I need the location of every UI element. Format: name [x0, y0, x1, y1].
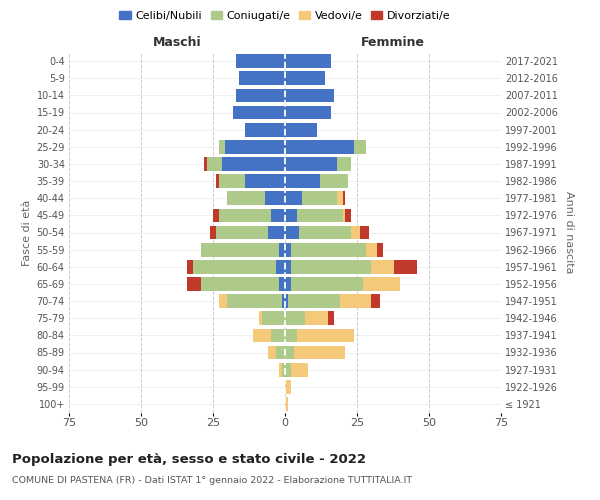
- Bar: [282, 363, 285, 376]
- Bar: [205, 157, 207, 171]
- Bar: [343, 208, 346, 222]
- Bar: [285, 157, 337, 171]
- Bar: [219, 140, 224, 153]
- Bar: [219, 174, 245, 188]
- Legend: Celibi/Nubili, Coniugati/e, Vedovi/e, Divorziati/e: Celibi/Nubili, Coniugati/e, Vedovi/e, Di…: [119, 12, 451, 22]
- Bar: [245, 174, 285, 188]
- Bar: [285, 277, 291, 291]
- Bar: [221, 157, 285, 171]
- Bar: [268, 346, 277, 360]
- Bar: [337, 157, 351, 171]
- Bar: [236, 88, 285, 102]
- Bar: [277, 346, 285, 360]
- Bar: [277, 260, 285, 274]
- Bar: [285, 328, 296, 342]
- Bar: [305, 312, 328, 325]
- Bar: [187, 260, 193, 274]
- Bar: [279, 243, 285, 256]
- Bar: [219, 294, 227, 308]
- Bar: [285, 208, 296, 222]
- Bar: [285, 243, 291, 256]
- Bar: [285, 312, 305, 325]
- Bar: [193, 260, 277, 274]
- Bar: [296, 328, 354, 342]
- Bar: [365, 243, 377, 256]
- Bar: [285, 346, 293, 360]
- Bar: [285, 363, 291, 376]
- Bar: [285, 123, 317, 136]
- Bar: [320, 174, 349, 188]
- Bar: [245, 123, 285, 136]
- Bar: [363, 277, 400, 291]
- Bar: [259, 312, 262, 325]
- Bar: [233, 106, 285, 120]
- Bar: [210, 226, 216, 239]
- Bar: [268, 226, 285, 239]
- Bar: [285, 106, 331, 120]
- Bar: [285, 294, 288, 308]
- Bar: [340, 294, 371, 308]
- Bar: [253, 328, 271, 342]
- Y-axis label: Anni di nascita: Anni di nascita: [564, 191, 574, 274]
- Bar: [265, 192, 285, 205]
- Bar: [291, 260, 371, 274]
- Bar: [271, 208, 285, 222]
- Bar: [291, 243, 365, 256]
- Bar: [377, 243, 383, 256]
- Bar: [227, 294, 282, 308]
- Bar: [285, 260, 291, 274]
- Bar: [285, 72, 325, 85]
- Bar: [291, 277, 363, 291]
- Bar: [224, 140, 285, 153]
- Bar: [285, 54, 331, 68]
- Bar: [187, 277, 202, 291]
- Bar: [285, 226, 299, 239]
- Bar: [302, 192, 337, 205]
- Text: Popolazione per età, sesso e stato civile - 2022: Popolazione per età, sesso e stato civil…: [12, 452, 366, 466]
- Bar: [227, 192, 265, 205]
- Bar: [216, 174, 219, 188]
- Bar: [371, 294, 380, 308]
- Text: Maschi: Maschi: [152, 36, 202, 49]
- Bar: [285, 174, 320, 188]
- Bar: [213, 208, 219, 222]
- Bar: [216, 226, 268, 239]
- Bar: [262, 312, 285, 325]
- Bar: [239, 72, 285, 85]
- Bar: [279, 277, 285, 291]
- Bar: [394, 260, 418, 274]
- Bar: [288, 294, 340, 308]
- Bar: [279, 363, 282, 376]
- Bar: [299, 226, 351, 239]
- Bar: [346, 208, 351, 222]
- Bar: [285, 397, 288, 411]
- Bar: [328, 312, 334, 325]
- Bar: [285, 380, 291, 394]
- Bar: [285, 140, 354, 153]
- Bar: [354, 140, 365, 153]
- Bar: [202, 277, 279, 291]
- Bar: [351, 226, 360, 239]
- Bar: [271, 328, 285, 342]
- Bar: [293, 346, 346, 360]
- Y-axis label: Fasce di età: Fasce di età: [22, 200, 32, 266]
- Bar: [360, 226, 368, 239]
- Bar: [282, 294, 285, 308]
- Bar: [371, 260, 394, 274]
- Text: Femmine: Femmine: [361, 36, 425, 49]
- Bar: [219, 208, 271, 222]
- Bar: [285, 88, 334, 102]
- Bar: [296, 208, 343, 222]
- Bar: [343, 192, 346, 205]
- Bar: [337, 192, 343, 205]
- Text: COMUNE DI PASTENA (FR) - Dati ISTAT 1° gennaio 2022 - Elaborazione TUTTITALIA.IT: COMUNE DI PASTENA (FR) - Dati ISTAT 1° g…: [12, 476, 412, 485]
- Bar: [285, 192, 302, 205]
- Bar: [207, 157, 221, 171]
- Bar: [291, 363, 308, 376]
- Bar: [236, 54, 285, 68]
- Bar: [202, 243, 279, 256]
